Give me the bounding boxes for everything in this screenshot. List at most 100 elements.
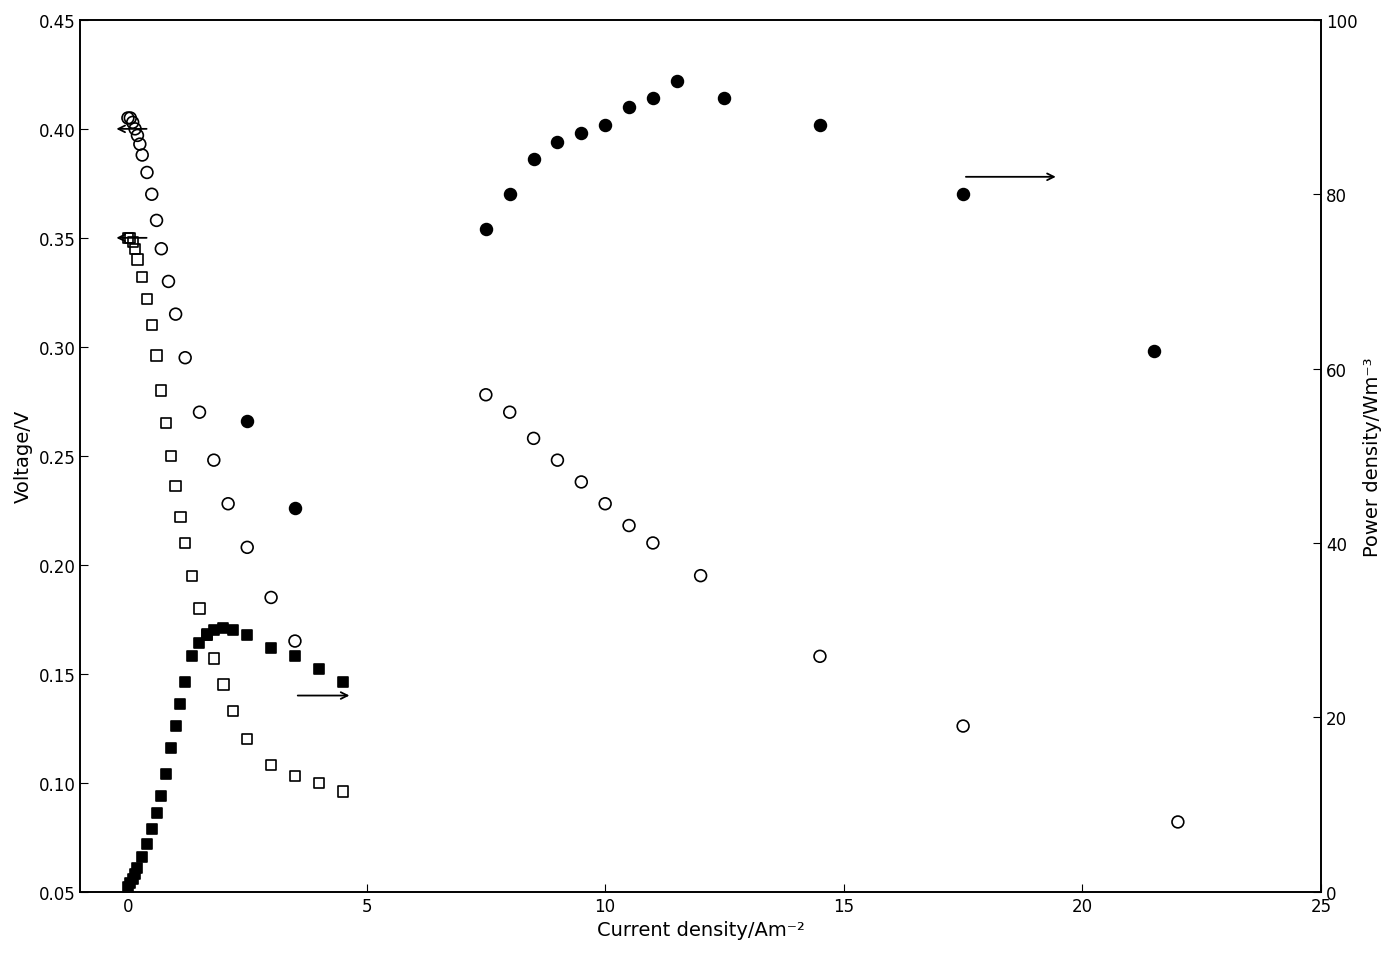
Point bbox=[195, 627, 218, 642]
Point bbox=[121, 115, 144, 131]
Point bbox=[236, 540, 258, 556]
Point bbox=[119, 112, 141, 127]
Point bbox=[202, 651, 225, 666]
Point bbox=[642, 536, 664, 551]
Point bbox=[121, 871, 144, 886]
Point bbox=[151, 242, 173, 257]
Point bbox=[808, 649, 831, 664]
Point bbox=[1143, 344, 1166, 359]
Point bbox=[126, 861, 148, 876]
Point bbox=[283, 769, 306, 784]
Point bbox=[236, 732, 258, 747]
Y-axis label: Voltage/V: Voltage/V bbox=[14, 410, 34, 503]
Point bbox=[126, 129, 148, 144]
Point bbox=[117, 880, 140, 895]
Point bbox=[145, 349, 168, 364]
Point bbox=[331, 675, 353, 690]
Point bbox=[283, 501, 306, 517]
Point bbox=[331, 784, 353, 800]
Point bbox=[141, 318, 163, 334]
Point bbox=[283, 634, 306, 649]
Point bbox=[121, 235, 144, 251]
Point bbox=[618, 100, 641, 115]
Point bbox=[181, 649, 204, 664]
Point bbox=[151, 788, 173, 803]
Point bbox=[188, 601, 211, 617]
Point bbox=[595, 118, 617, 133]
Point bbox=[546, 135, 568, 151]
Point bbox=[124, 242, 147, 257]
Point bbox=[283, 649, 306, 664]
Point bbox=[618, 518, 641, 534]
Point bbox=[151, 383, 173, 398]
Point bbox=[145, 213, 168, 229]
Point bbox=[666, 74, 688, 90]
Point bbox=[260, 640, 282, 656]
Point bbox=[475, 388, 497, 403]
Point bbox=[124, 122, 147, 137]
Point bbox=[595, 497, 617, 512]
Point bbox=[713, 91, 736, 107]
Point bbox=[202, 453, 225, 468]
Point bbox=[1167, 815, 1189, 830]
Point bbox=[117, 112, 140, 127]
Point bbox=[135, 836, 158, 851]
Point bbox=[307, 776, 329, 791]
Point bbox=[202, 623, 225, 639]
Point bbox=[808, 118, 831, 133]
Point bbox=[498, 405, 521, 420]
Point bbox=[475, 222, 497, 237]
Point bbox=[169, 510, 191, 525]
Point bbox=[131, 149, 154, 164]
Y-axis label: Power density/Wm⁻³: Power density/Wm⁻³ bbox=[1362, 356, 1382, 556]
Point bbox=[195, 627, 218, 642]
Point bbox=[119, 876, 141, 891]
Point bbox=[212, 621, 235, 637]
Point bbox=[216, 497, 239, 512]
Point bbox=[165, 307, 187, 322]
Point bbox=[159, 449, 181, 464]
Point bbox=[498, 188, 521, 203]
Point bbox=[174, 675, 197, 690]
Point bbox=[570, 475, 592, 490]
Point bbox=[165, 719, 187, 734]
Point bbox=[212, 678, 235, 693]
Point bbox=[165, 479, 187, 495]
Point bbox=[260, 590, 282, 605]
Point bbox=[126, 253, 148, 268]
Point bbox=[155, 766, 177, 781]
Point bbox=[570, 127, 592, 142]
Point bbox=[145, 805, 168, 821]
Point bbox=[141, 188, 163, 203]
Point bbox=[181, 568, 204, 583]
Point bbox=[117, 231, 140, 246]
Point bbox=[131, 849, 154, 864]
Point bbox=[952, 719, 974, 734]
Point bbox=[141, 821, 163, 837]
Point bbox=[222, 703, 244, 719]
Point bbox=[128, 137, 151, 152]
Point bbox=[522, 432, 544, 447]
Point bbox=[119, 231, 141, 246]
Point bbox=[174, 536, 197, 551]
Point bbox=[124, 866, 147, 882]
Point bbox=[155, 416, 177, 432]
Point bbox=[522, 152, 544, 168]
Point bbox=[307, 662, 329, 678]
X-axis label: Current density/Am⁻²: Current density/Am⁻² bbox=[596, 921, 804, 939]
Point bbox=[135, 292, 158, 307]
Point bbox=[236, 414, 258, 429]
Point bbox=[188, 405, 211, 420]
Point bbox=[169, 697, 191, 712]
Point bbox=[690, 568, 712, 583]
Point bbox=[546, 453, 568, 468]
Point bbox=[236, 627, 258, 642]
Point bbox=[158, 274, 180, 290]
Point bbox=[174, 351, 197, 366]
Point bbox=[188, 636, 211, 651]
Point bbox=[159, 740, 181, 756]
Point bbox=[642, 91, 664, 107]
Point bbox=[952, 188, 974, 203]
Point bbox=[135, 166, 158, 181]
Point bbox=[260, 758, 282, 773]
